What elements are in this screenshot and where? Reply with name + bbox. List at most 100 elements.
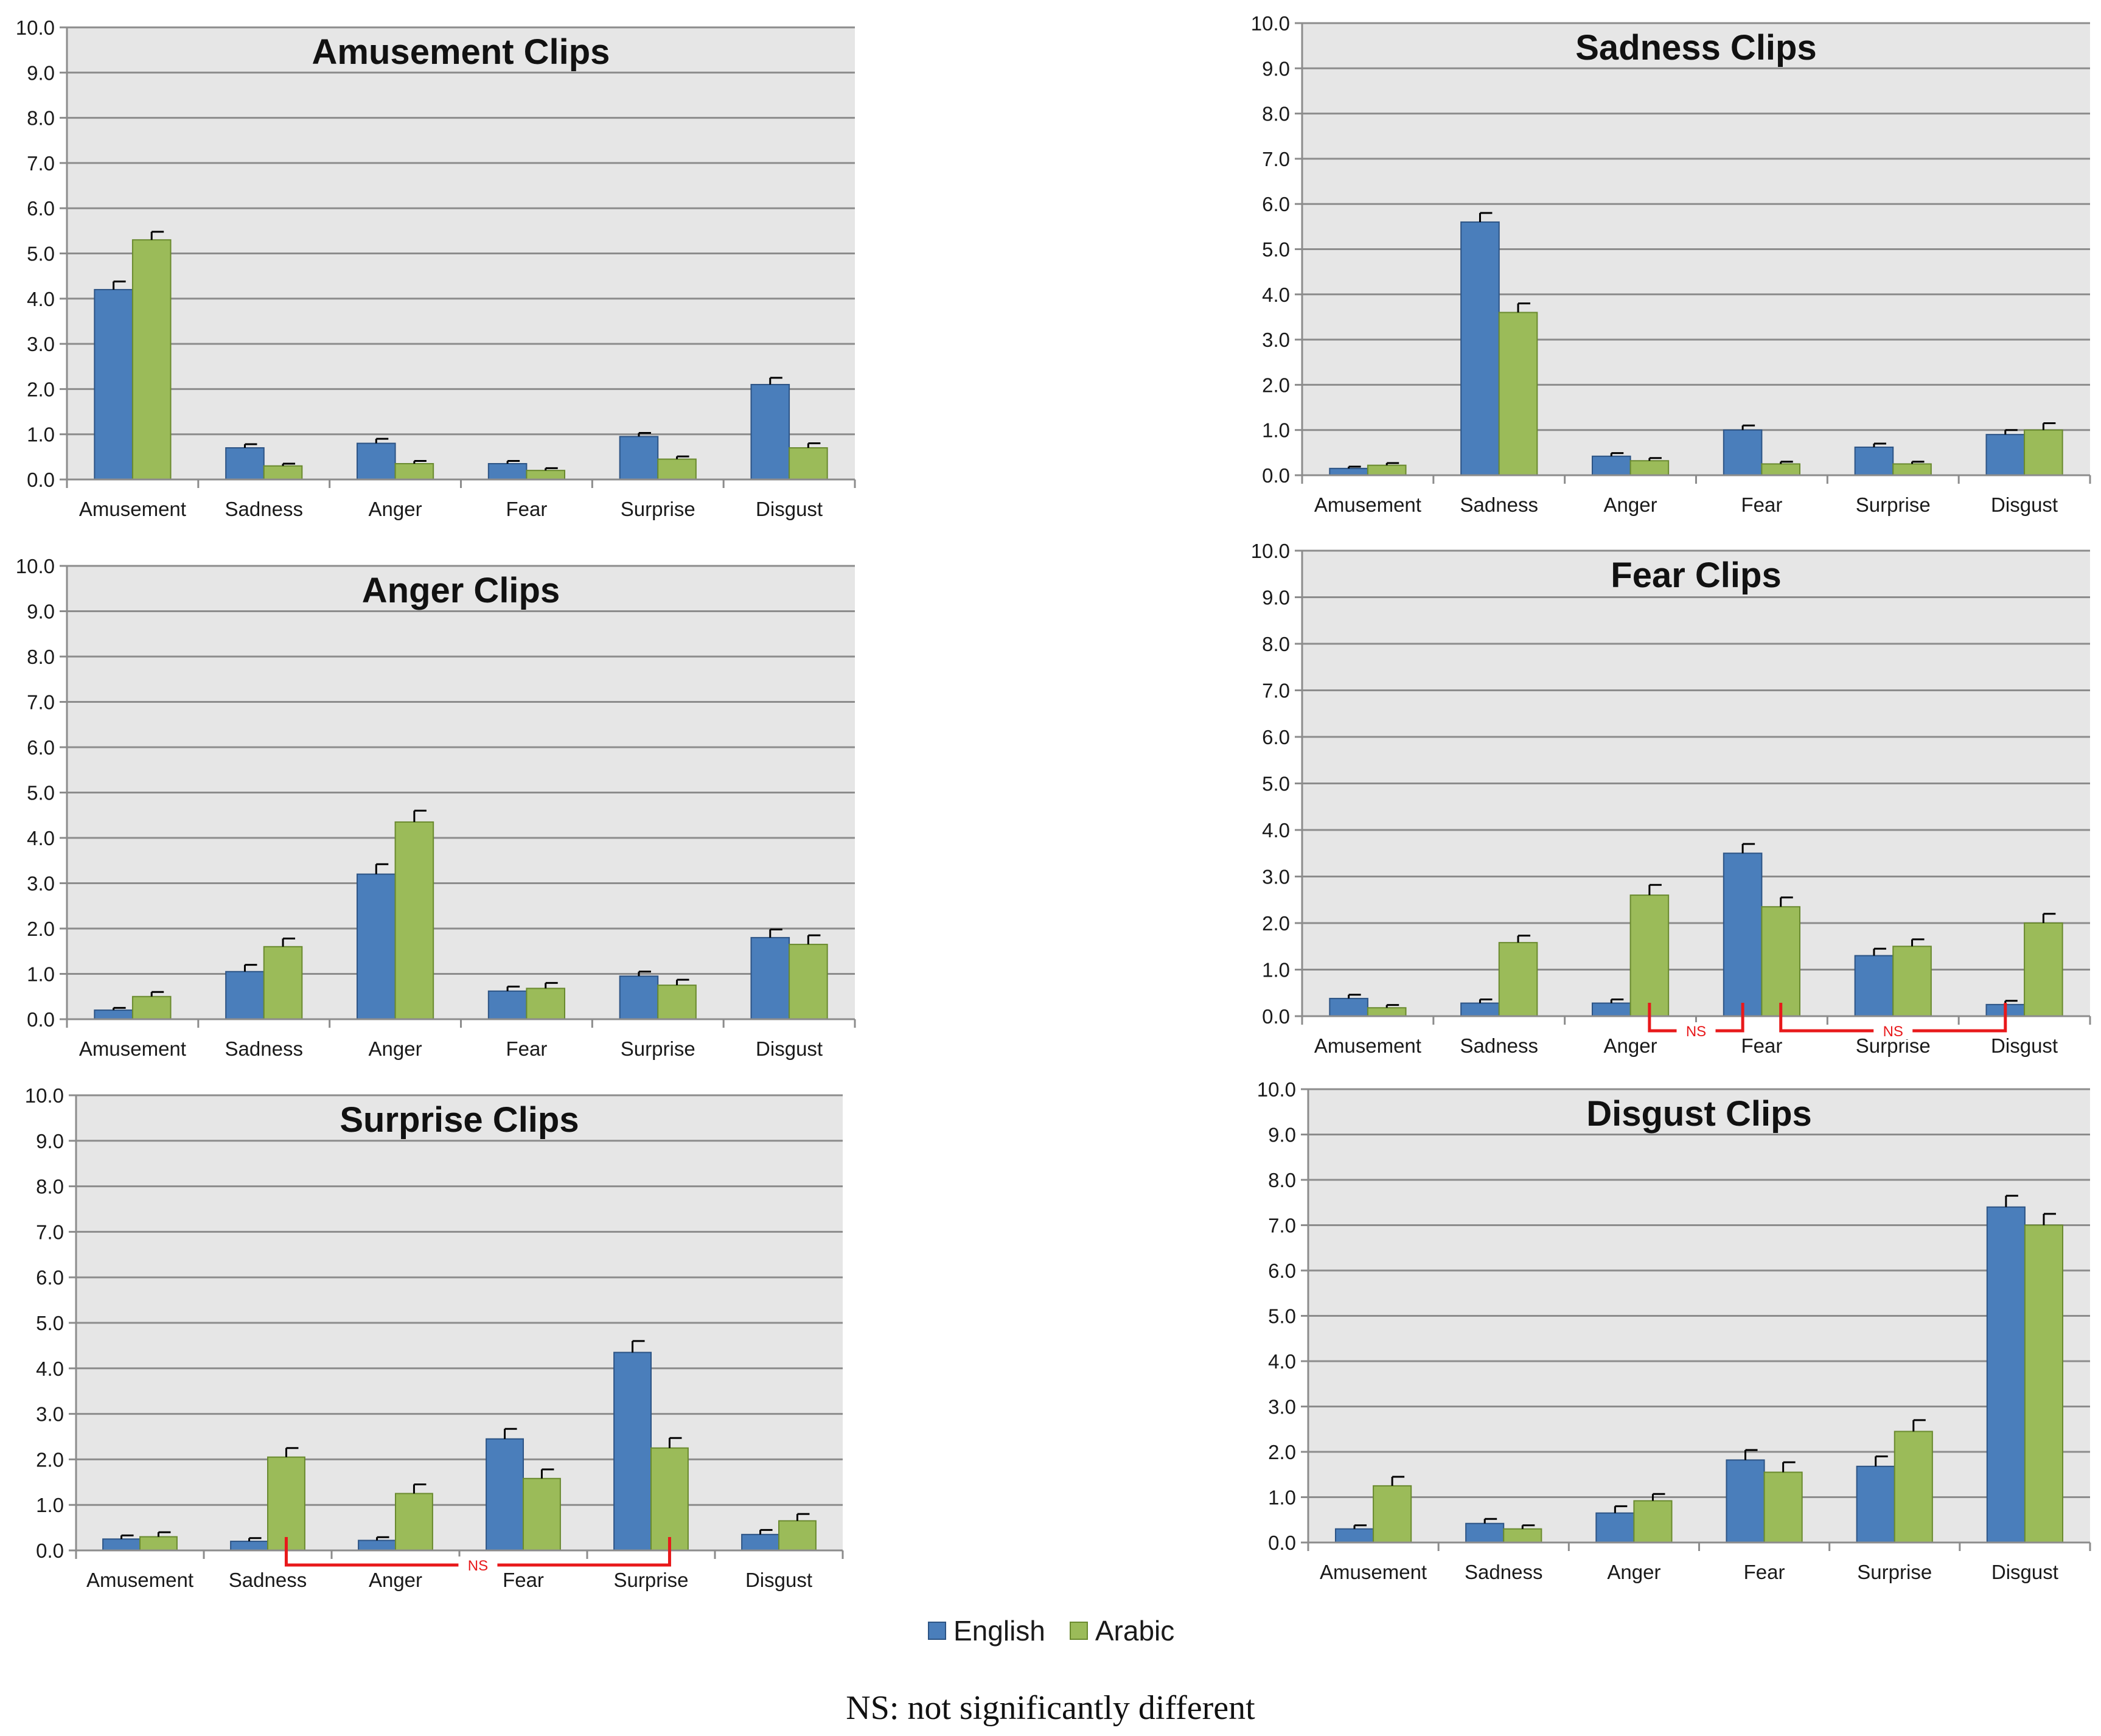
- legend-swatch-english: [928, 1622, 946, 1640]
- chart-title: Fear Clips: [1611, 556, 1781, 595]
- y-tick-label: 5.0: [27, 243, 55, 265]
- bar-english-sadness: [225, 447, 265, 480]
- bar-arabic-anger: [1633, 1500, 1673, 1543]
- bar-arabic-sadness: [1498, 312, 1538, 476]
- x-tick-label: Fear: [506, 1037, 547, 1060]
- bar-arabic-fear: [526, 470, 566, 481]
- y-tick-label: 10.0: [1251, 540, 1290, 562]
- chart-title: Anger Clips: [362, 571, 560, 610]
- bar-arabic-anger: [394, 462, 434, 480]
- x-tick-label: Sadness: [1460, 493, 1538, 516]
- bar-english-sadness: [1460, 221, 1500, 476]
- x-tick-label: Sadness: [1460, 1034, 1538, 1057]
- y-tick-label: 5.0: [36, 1312, 64, 1334]
- x-tick-label: Anger: [1604, 493, 1657, 516]
- y-tick-label: 4.0: [1268, 1350, 1296, 1373]
- x-tick-label: Surprise: [621, 498, 695, 520]
- x-tick-label: Surprise: [1856, 493, 1931, 516]
- x-tick-label: Sadness: [225, 1037, 303, 1060]
- chart-title: Sadness Clips: [1575, 28, 1816, 68]
- bar-english-anger: [356, 442, 396, 480]
- x-tick-label: Anger: [369, 1569, 422, 1591]
- y-tick-label: 4.0: [27, 288, 55, 310]
- x-tick-label: Amusement: [79, 498, 186, 520]
- x-tick-label: Surprise: [621, 1037, 695, 1060]
- bar-english-sadness: [225, 971, 265, 1020]
- x-tick-label: Disgust: [1991, 493, 2058, 516]
- chart-panel-6: 0.0 1.0 2.0 3.0 4.0 5.0 6.0 7.0 8.0 9.0 10.0 Amusem…: [1257, 1078, 2091, 1583]
- bar-english-anger: [1591, 455, 1631, 476]
- y-tick-label: 0.0: [27, 1008, 55, 1031]
- bar-english-sadness: [230, 1541, 269, 1552]
- y-tick-label: 9.0: [1262, 587, 1290, 609]
- y-tick-label: 6.0: [1262, 726, 1290, 748]
- bar-english-amusement: [102, 1538, 141, 1552]
- y-tick-label: 2.0: [27, 918, 55, 940]
- x-tick-label: Surprise: [614, 1569, 689, 1591]
- y-tick-label: 6.0: [27, 736, 55, 759]
- y-tick-label: 1.0: [36, 1494, 64, 1516]
- y-tick-label: 10.0: [25, 1084, 64, 1107]
- ns-label: NS: [1883, 1023, 1903, 1040]
- y-tick-label: 8.0: [1262, 103, 1290, 125]
- chart-title: Disgust Clips: [1586, 1094, 1812, 1134]
- y-tick-label: 2.0: [1262, 374, 1290, 396]
- y-tick-label: 7.0: [27, 152, 55, 175]
- bar-english-surprise: [1854, 446, 1894, 476]
- bar-arabic-sadness: [267, 1456, 305, 1551]
- y-tick-label: 6.0: [36, 1266, 64, 1289]
- y-tick-label: 9.0: [27, 61, 55, 84]
- bar-arabic-fear: [523, 1477, 561, 1551]
- x-tick-label: Fear: [1744, 1561, 1785, 1583]
- x-tick-label: Sadness: [225, 498, 303, 520]
- bar-arabic-amusement: [1367, 1007, 1407, 1017]
- bar-arabic-amusement: [1373, 1485, 1412, 1543]
- bar-english-anger: [1591, 1002, 1631, 1017]
- x-tick-label: Amusement: [1314, 1034, 1421, 1057]
- x-tick-label: Disgust: [756, 1037, 823, 1060]
- y-tick-label: 7.0: [27, 691, 55, 714]
- bar-english-surprise: [619, 975, 659, 1020]
- chart-title: Amusement Clips: [312, 32, 610, 72]
- chart-panel-4: 0.0 1.0 2.0 3.0 4.0 5.0 6.0 7.0 8.0 9.0 10.0 Amusem…: [1251, 540, 2091, 1057]
- legend-item-english: English: [928, 1614, 1045, 1647]
- bar-arabic-amusement: [139, 1536, 178, 1552]
- y-tick-label: 3.0: [27, 873, 55, 895]
- bar-english-sadness: [1460, 1002, 1500, 1017]
- x-tick-label: Fear: [506, 498, 547, 520]
- bar-english-disgust: [1985, 434, 2026, 476]
- y-tick-label: 3.0: [1262, 866, 1290, 888]
- bar-arabic-anger: [394, 821, 434, 1020]
- y-tick-label: 5.0: [1262, 773, 1290, 795]
- bar-english-surprise: [1854, 955, 1894, 1017]
- bar-english-fear: [486, 1438, 524, 1551]
- y-tick-label: 6.0: [27, 197, 55, 220]
- legend-label-arabic: Arabic: [1095, 1615, 1175, 1647]
- y-tick-label: 0.0: [1268, 1532, 1296, 1554]
- x-tick-label: Disgust: [745, 1569, 812, 1591]
- y-tick-label: 2.0: [36, 1448, 64, 1471]
- bar-english-disgust: [741, 1533, 779, 1552]
- bar-english-anger: [358, 1539, 396, 1551]
- bar-english-sadness: [1465, 1522, 1505, 1543]
- bar-arabic-surprise: [657, 458, 697, 481]
- y-tick-label: 10.0: [16, 16, 55, 39]
- bar-arabic-surprise: [1892, 946, 1932, 1017]
- ns-label: NS: [468, 1558, 488, 1574]
- x-tick-label: Amusement: [79, 1037, 186, 1060]
- legend: English Arabic: [928, 1609, 1199, 1652]
- y-tick-label: 4.0: [36, 1358, 64, 1380]
- x-tick-label: Anger: [1604, 1034, 1657, 1057]
- bar-arabic-amusement: [131, 995, 172, 1020]
- x-tick-label: Sadness: [229, 1569, 307, 1591]
- bar-english-disgust: [750, 936, 790, 1020]
- x-tick-label: Disgust: [756, 498, 823, 520]
- bar-english-amusement: [94, 288, 133, 480]
- y-tick-label: 2.0: [1268, 1441, 1296, 1463]
- bar-english-anger: [356, 873, 396, 1020]
- bar-arabic-disgust: [2024, 429, 2063, 476]
- bar-english-disgust: [1986, 1206, 2026, 1543]
- x-tick-label: Anger: [369, 1037, 422, 1060]
- ns-label-background: [1676, 1022, 1716, 1039]
